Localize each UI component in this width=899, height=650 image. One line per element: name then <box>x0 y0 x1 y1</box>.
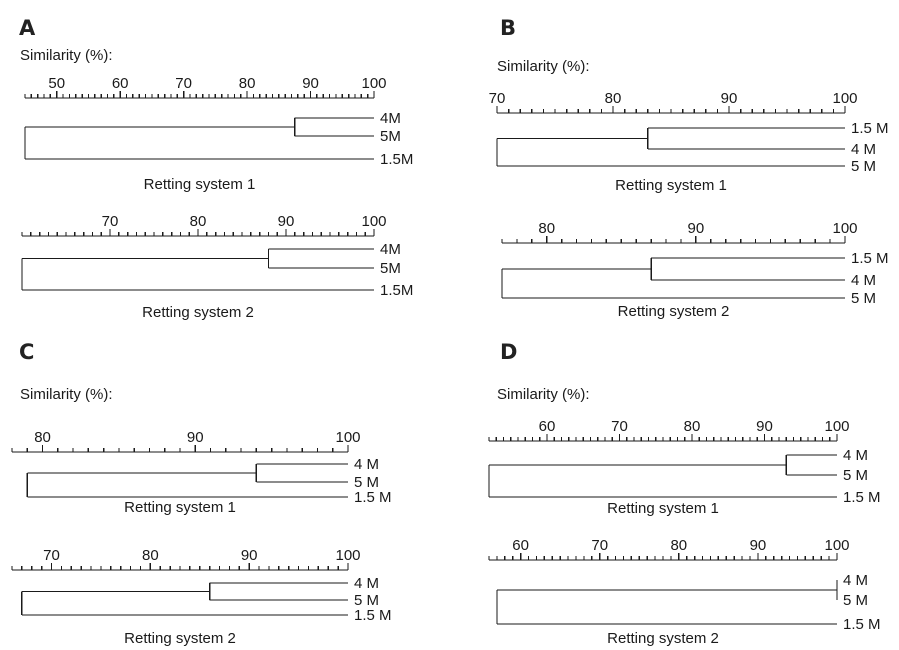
leaf-label: 5 M <box>354 474 379 491</box>
tick-label: 90 <box>278 213 295 230</box>
leaf-label: 1.5 M <box>354 489 392 506</box>
tick-label: 90 <box>688 220 705 237</box>
tick-label: 60 <box>539 418 556 435</box>
caption: Retting system 2 <box>618 303 730 320</box>
tick-label: 70 <box>102 213 119 230</box>
panel-letter: D <box>500 340 518 364</box>
similarity-label: Similarity (%): <box>497 58 590 75</box>
tick-label: 60 <box>112 75 129 92</box>
leaf-label: 4 M <box>851 272 876 289</box>
tick-label: 60 <box>512 537 529 554</box>
caption: Retting system 1 <box>615 177 727 194</box>
tick-label: 90 <box>756 418 773 435</box>
tick-label: 100 <box>832 220 857 237</box>
leaf-label: 1.5M <box>380 282 413 299</box>
leaf-label: 4 M <box>354 575 379 592</box>
tick-label: 100 <box>824 537 849 554</box>
leaf-label: 4 M <box>843 572 868 589</box>
leaf-label: 5M <box>380 128 401 145</box>
leaf-label: 5 M <box>851 290 876 307</box>
caption: Retting system 2 <box>142 304 254 321</box>
panel-letter: C <box>19 340 35 364</box>
leaf-label: 5 M <box>843 592 868 609</box>
tick-label: 100 <box>335 429 360 446</box>
caption: Retting system 2 <box>607 630 719 647</box>
tick-label: 100 <box>361 213 386 230</box>
leaf-label: 1.5 M <box>851 250 889 267</box>
tick-label: 80 <box>605 90 622 107</box>
tick-label: 70 <box>591 537 608 554</box>
similarity-label: Similarity (%): <box>20 47 113 64</box>
caption: Retting system 1 <box>124 499 236 516</box>
leaf-label: 1.5 M <box>843 616 881 633</box>
leaf-label: 5 M <box>354 592 379 609</box>
leaf-label: 1.5 M <box>843 489 881 506</box>
tick-label: 80 <box>190 213 207 230</box>
tick-label: 100 <box>824 418 849 435</box>
tick-label: 50 <box>48 75 65 92</box>
tick-label: 100 <box>832 90 857 107</box>
tick-label: 90 <box>302 75 319 92</box>
tick-label: 80 <box>684 418 701 435</box>
tick-label: 90 <box>187 429 204 446</box>
tick-label: 80 <box>142 547 159 564</box>
leaf-label: 1.5 M <box>851 120 889 137</box>
leaf-label: 4M <box>380 241 401 258</box>
leaf-label: 5 M <box>851 158 876 175</box>
tick-label: 80 <box>239 75 256 92</box>
tick-label: 70 <box>175 75 192 92</box>
caption: Retting system 1 <box>607 500 719 517</box>
similarity-label: Similarity (%): <box>20 386 113 403</box>
tick-label: 80 <box>670 537 687 554</box>
leaf-label: 4 M <box>851 141 876 158</box>
leaf-label: 4M <box>380 110 401 127</box>
leaf-label: 1.5M <box>380 151 413 168</box>
similarity-label: Similarity (%): <box>497 386 590 403</box>
panel-letter: B <box>500 16 517 40</box>
caption: Retting system 1 <box>144 176 256 193</box>
tick-label: 90 <box>241 547 258 564</box>
tick-label: 90 <box>721 90 738 107</box>
leaf-label: 5M <box>380 260 401 277</box>
leaf-label: 4 M <box>843 447 868 464</box>
tick-label: 90 <box>750 537 767 554</box>
tick-label: 70 <box>43 547 60 564</box>
tick-label: 100 <box>361 75 386 92</box>
tick-label: 100 <box>335 547 360 564</box>
tick-label: 70 <box>611 418 628 435</box>
leaf-label: 5 M <box>843 467 868 484</box>
caption: Retting system 2 <box>124 630 236 647</box>
tick-label: 70 <box>489 90 506 107</box>
panel-letter: A <box>19 16 36 40</box>
tick-label: 80 <box>34 429 51 446</box>
tick-label: 80 <box>538 220 555 237</box>
leaf-label: 1.5 M <box>354 607 392 624</box>
leaf-label: 4 M <box>354 456 379 473</box>
